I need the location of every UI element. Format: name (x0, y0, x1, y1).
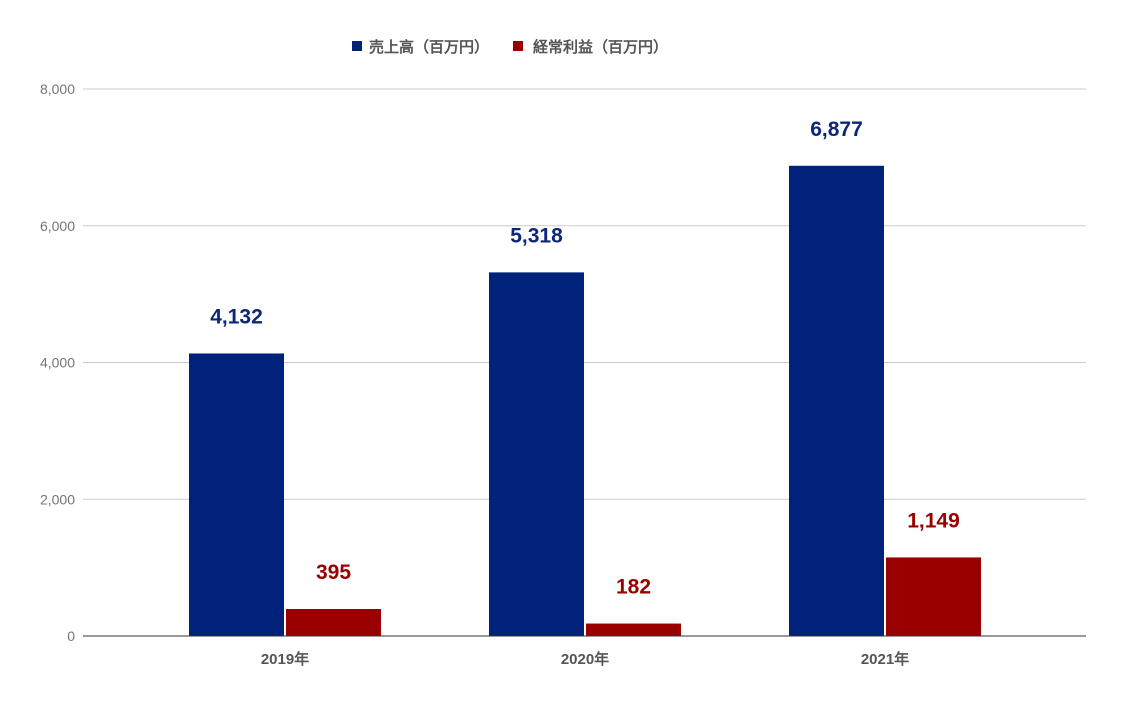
ordinary-profit-bar (286, 608, 381, 636)
legend: 売上高（百万円） 経常利益（百万円） (352, 38, 668, 56)
sales-bar (789, 165, 884, 636)
x-category-label: 2021年 (861, 650, 909, 668)
bars (189, 165, 981, 636)
x-category-label: 2020年 (561, 650, 609, 668)
y-tick-label: 0 (67, 628, 75, 644)
y-tick-label: 8,000 (40, 81, 75, 97)
sales-bar (189, 353, 284, 636)
y-tick-label: 6,000 (40, 218, 75, 234)
y-tick-label: 2,000 (40, 491, 75, 507)
data-labels: 4,132 395 5,318 182 6,877 1,149 (210, 118, 960, 599)
sales-data-label: 5,318 (510, 224, 563, 247)
ordinary-profit-bar (886, 557, 981, 636)
sales-bar (489, 272, 584, 636)
legend-label-sales: 売上高（百万円） (369, 38, 489, 56)
legend-swatch-sales (352, 41, 362, 51)
y-axis-tick-labels: 0 2,000 4,000 6,000 8,000 (40, 81, 75, 644)
sales-data-label: 4,132 (210, 305, 263, 328)
x-category-label: 2019年 (261, 650, 309, 668)
ordinary-profit-bar (586, 623, 681, 636)
legend-label-ordinary-profit: 経常利益（百万円） (533, 38, 668, 56)
legend-item-sales: 売上高（百万円） (352, 38, 489, 56)
ordinary-profit-data-label: 1,149 (907, 509, 960, 532)
x-axis-category-labels: 2019年 2020年 2021年 (261, 650, 909, 668)
legend-swatch-ordinary-profit (513, 41, 523, 51)
y-tick-label: 4,000 (40, 355, 75, 371)
ordinary-profit-data-label: 182 (616, 576, 651, 599)
ordinary-profit-data-label: 395 (316, 561, 351, 584)
legend-item-ordinary-profit: 経常利益（百万円） (513, 38, 668, 56)
sales-data-label: 6,877 (810, 118, 863, 141)
